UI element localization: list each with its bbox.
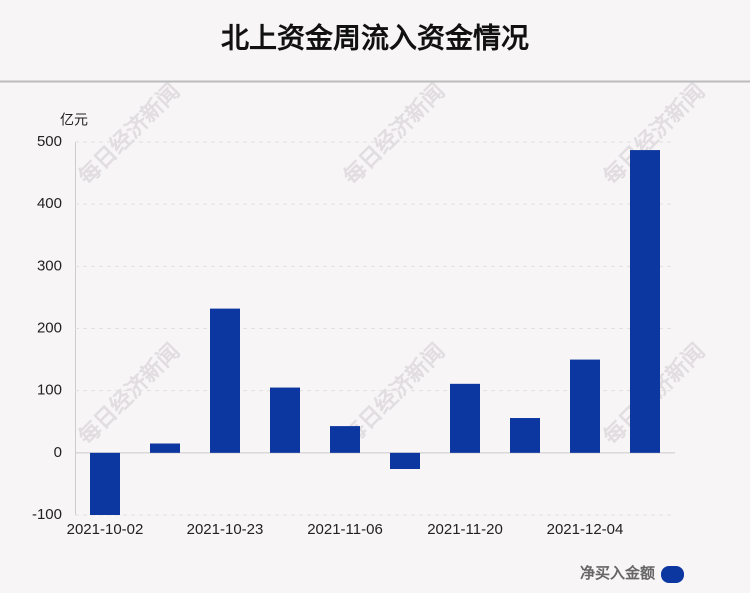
y-axis-label: 亿元 bbox=[60, 112, 88, 128]
bar bbox=[150, 443, 180, 453]
bar bbox=[630, 150, 660, 453]
legend-label: 净买入金额 bbox=[580, 564, 655, 582]
y-tick-label: 0 bbox=[54, 444, 62, 461]
y-tick-label: 300 bbox=[37, 257, 62, 274]
x-tick-label: 2021-12-04 bbox=[547, 521, 624, 538]
bar bbox=[270, 387, 300, 453]
x-tick-label: 2021-10-23 bbox=[187, 521, 264, 538]
y-tick-label: 200 bbox=[37, 319, 62, 336]
bar bbox=[210, 308, 240, 453]
bar bbox=[330, 426, 360, 453]
bar bbox=[390, 452, 420, 469]
bar bbox=[570, 359, 600, 453]
chart-title: 北上资金周流入资金情况 bbox=[221, 21, 529, 53]
x-tick-label: 2021-11-20 bbox=[427, 521, 503, 538]
bar bbox=[510, 418, 540, 453]
y-tick-label: 400 bbox=[37, 195, 62, 212]
y-tick-label: 500 bbox=[37, 133, 62, 150]
bar bbox=[450, 383, 480, 453]
bar bbox=[90, 452, 120, 515]
x-tick-label: 2021-10-02 bbox=[67, 521, 144, 538]
y-tick-label: 100 bbox=[37, 382, 62, 399]
legend-swatch bbox=[661, 566, 684, 583]
x-tick-label: 2021-11-06 bbox=[307, 521, 383, 538]
y-tick-label: -100 bbox=[32, 506, 62, 523]
